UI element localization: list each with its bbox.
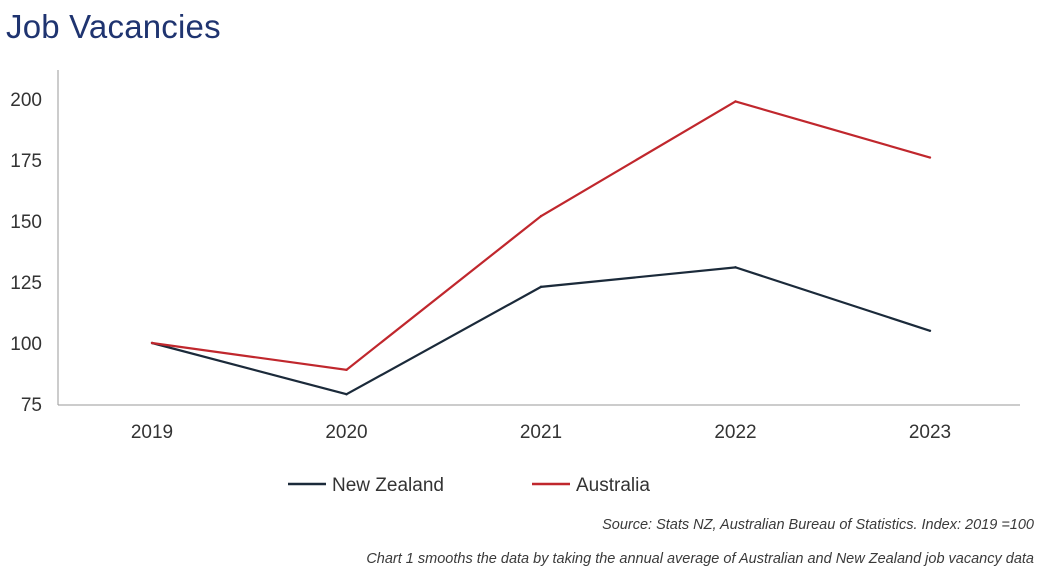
y-tick-label: 75	[21, 395, 42, 416]
chart-legend: New Zealand Australia	[288, 475, 650, 496]
chart-series	[150, 100, 932, 396]
y-tick-label: 175	[10, 151, 42, 172]
data-point-australia	[928, 156, 932, 159]
y-tick-label: 100	[10, 334, 42, 355]
chart-title: Job Vacancies	[6, 8, 221, 45]
x-tick-label: 2019	[131, 422, 173, 443]
y-axis-ticks: 75 100 125 150 175 200	[10, 90, 42, 416]
source-note: Source: Stats NZ, Australian Bureau of S…	[602, 517, 1034, 533]
data-point-new-zealand	[539, 285, 543, 289]
y-tick-label: 125	[10, 273, 42, 294]
x-tick-label: 2023	[909, 422, 951, 443]
data-point-new-zealand	[734, 266, 737, 269]
x-tick-label: 2022	[714, 422, 756, 443]
data-point-australia	[539, 214, 543, 218]
x-tick-label: 2020	[325, 422, 367, 443]
y-tick-label: 150	[10, 212, 42, 233]
x-tick-label: 2021	[520, 422, 562, 443]
chart-axes	[57, 70, 1020, 406]
legend-label-new-zealand: New Zealand	[332, 475, 444, 496]
data-point-australia	[150, 341, 154, 345]
series-line-australia	[151, 100, 931, 371]
data-point-australia	[345, 368, 348, 372]
x-axis-ticks: 2019 2020 2021 2022 2023	[131, 422, 951, 443]
y-tick-label: 200	[10, 90, 42, 111]
data-point-new-zealand	[928, 329, 932, 332]
legend-label-australia: Australia	[576, 475, 650, 496]
chart-footnote: Chart 1 smooths the data by taking the a…	[366, 551, 1034, 567]
data-point-australia	[734, 100, 737, 103]
data-point-new-zealand	[345, 393, 348, 396]
